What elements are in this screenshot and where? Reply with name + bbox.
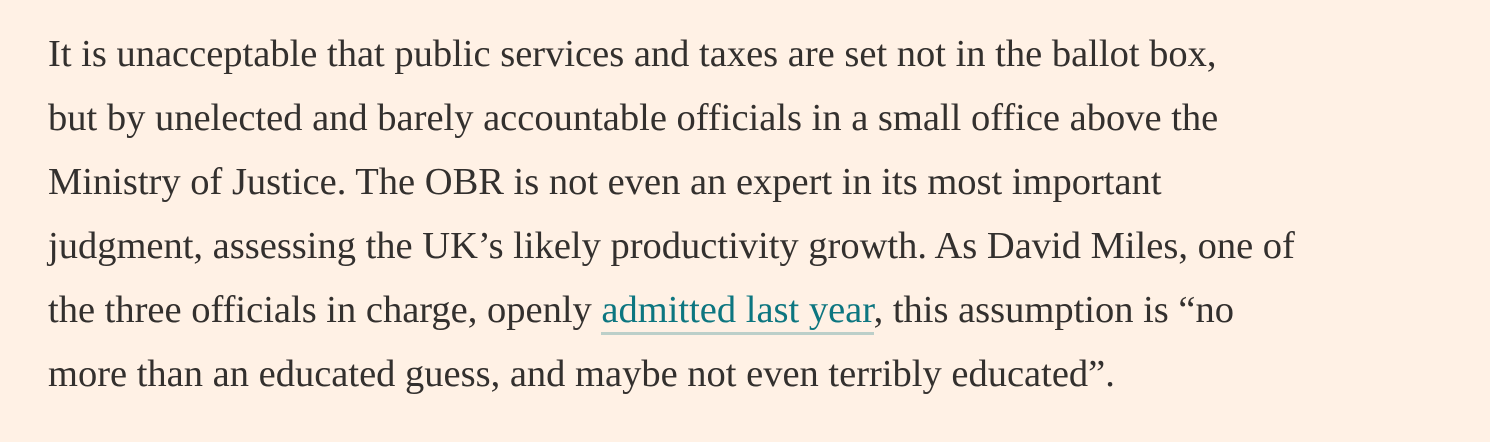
paragraph-line-1: It is unacceptable that public services …: [48, 33, 1217, 75]
paragraph-line-4: judgment, assessing the UK’s likely prod…: [48, 225, 1295, 267]
admitted-last-year-link[interactable]: admitted last year: [601, 289, 874, 335]
paragraph-line-3: Ministry of Justice. The OBR is not even…: [48, 161, 1162, 203]
article-paragraph: It is unacceptable that public services …: [48, 22, 1468, 406]
paragraph-line-6: more than an educated guess, and maybe n…: [48, 353, 1115, 395]
paragraph-line-5-end: , this assumption is “no: [873, 289, 1234, 331]
paragraph-line-5-start: the three officials in charge, openly: [48, 289, 602, 331]
paragraph-line-5: the three officials in charge, openly ad…: [48, 278, 1468, 342]
paragraph-line-2: but by unelected and barely accountable …: [48, 97, 1219, 139]
